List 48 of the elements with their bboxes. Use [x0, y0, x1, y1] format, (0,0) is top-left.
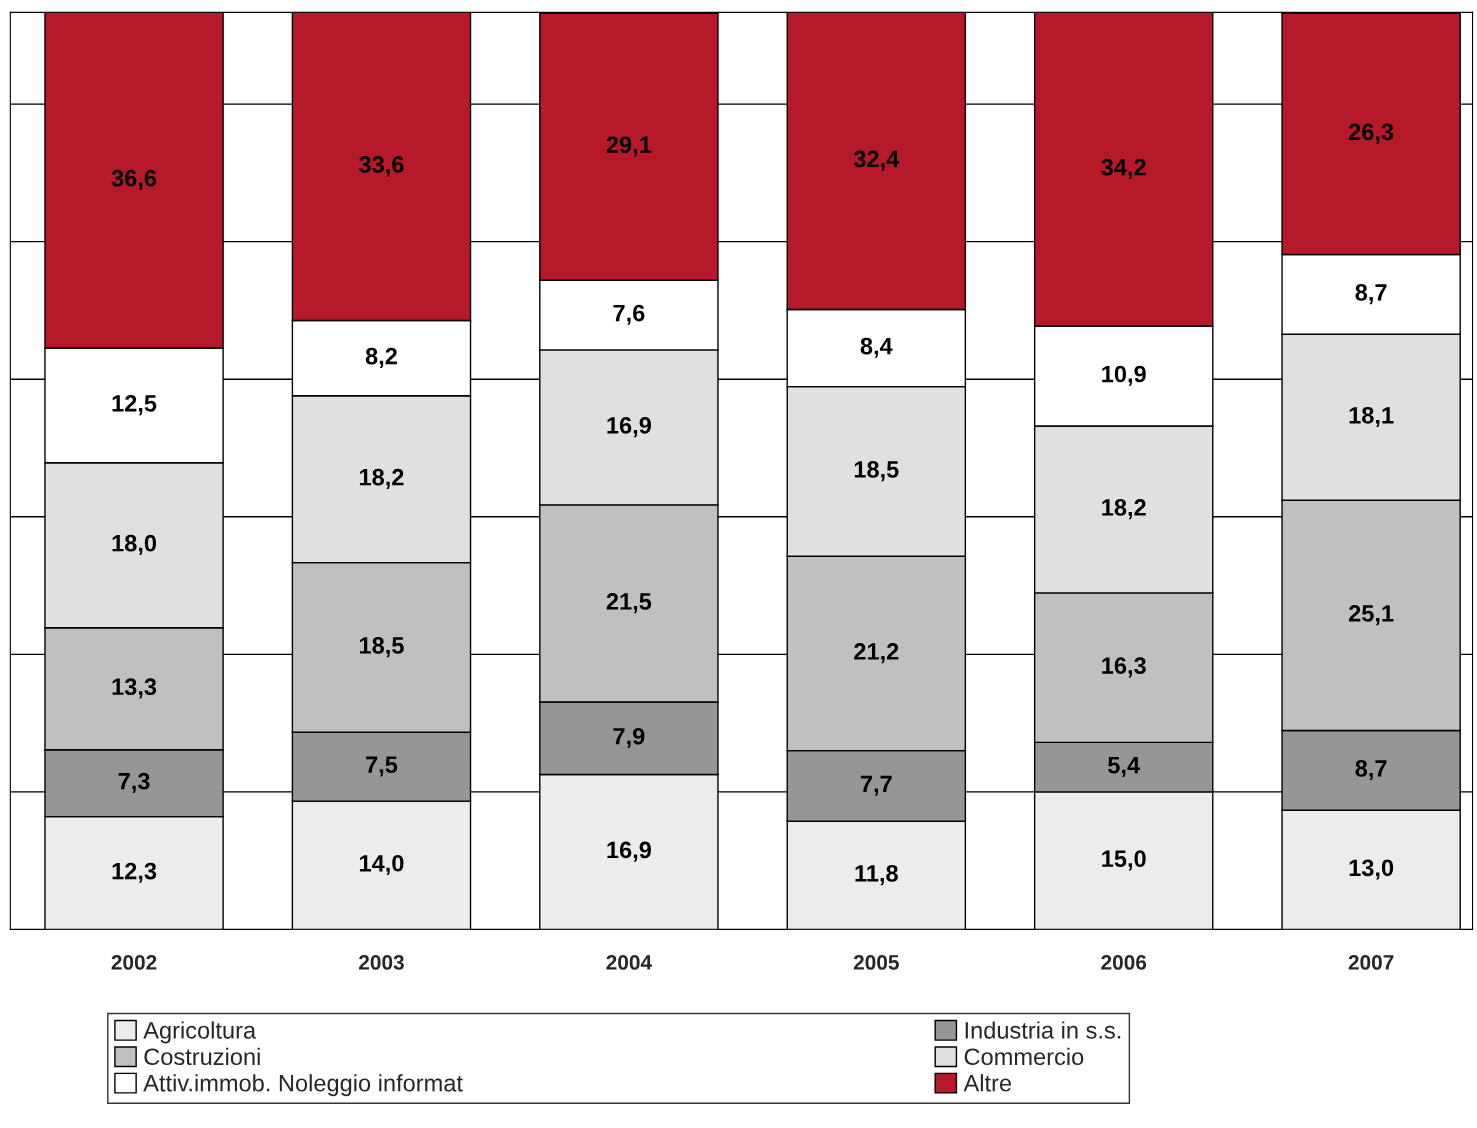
- data-label: 7,5: [366, 756, 398, 777]
- legend-label: Costruzioni: [144, 1047, 260, 1066]
- data-label: 18,5: [359, 637, 404, 658]
- data-label: 13,0: [1349, 859, 1394, 880]
- data-label: 8,4: [860, 337, 893, 358]
- data-label: 25,1: [1348, 605, 1394, 626]
- data-label: 18,1: [1349, 406, 1394, 428]
- data-label: 7,6: [613, 304, 645, 325]
- data-label: 32,4: [853, 150, 900, 171]
- x-tick-label: 2006: [1101, 955, 1147, 970]
- data-label: 16,3: [1102, 657, 1146, 678]
- data-label: 34,2: [1101, 158, 1146, 179]
- data-label: 12,5: [112, 394, 157, 416]
- legend-label: Industria in s.s.: [965, 1021, 1121, 1039]
- data-label: 14,0: [359, 854, 404, 876]
- x-tick-label: 2005: [853, 955, 899, 970]
- legend-label: Attiv.immob. Noleggio informat: [143, 1074, 463, 1097]
- legend-label: Altre: [963, 1074, 1012, 1092]
- x-tick-label: 2007: [1348, 955, 1394, 970]
- data-label: 36,6: [111, 169, 157, 190]
- data-label: 16,9: [607, 417, 651, 438]
- x-tick-label: 2004: [606, 955, 652, 970]
- data-label: 33,6: [359, 156, 404, 177]
- data-label: 16,9: [607, 841, 651, 862]
- x-tick-label: 2002: [111, 955, 157, 970]
- legend-label: Commercio: [964, 1047, 1084, 1066]
- data-label: 15,0: [1102, 850, 1146, 871]
- data-label: 13,3: [112, 678, 157, 699]
- data-label: 21,5: [606, 593, 652, 614]
- data-label: 18,2: [1102, 499, 1146, 520]
- x-tick-label: 2003: [359, 955, 404, 970]
- data-label: 8,7: [1355, 284, 1387, 305]
- data-label: 26,3: [1348, 123, 1394, 144]
- data-label: 8,7: [1355, 759, 1387, 781]
- data-label: 21,2: [854, 643, 899, 664]
- data-label: 29,1: [606, 136, 652, 157]
- data-label: 12,3: [112, 862, 157, 883]
- data-label: 7,3: [118, 772, 150, 793]
- data-label: 11,8: [855, 864, 898, 886]
- data-label: 7,7: [860, 775, 892, 796]
- data-label: 18,5: [854, 461, 899, 482]
- data-label: 18,0: [112, 534, 157, 555]
- data-label: 10,9: [1102, 365, 1146, 386]
- data-label: 8,2: [365, 347, 397, 368]
- data-label: 18,2: [359, 468, 404, 489]
- data-label: 5,4: [1108, 757, 1140, 777]
- legend-label: Agricoltura: [143, 1021, 257, 1044]
- data-label: 7,9: [613, 727, 645, 749]
